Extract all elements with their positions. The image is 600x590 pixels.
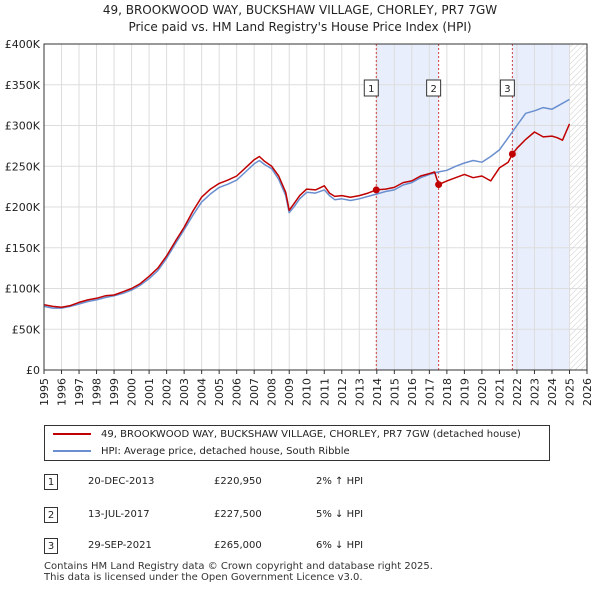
x-tick-label: 2014 [371,378,384,406]
x-tick-label: 2015 [388,378,401,406]
transaction-price: £227,500 [214,509,262,520]
x-tick-label: 2024 [546,378,559,406]
sale-point [508,150,516,158]
sale-marker-label: 3 [504,84,510,95]
x-tick-label: 1998 [91,378,104,406]
legend-item-property: 49, BROOKWOOD WAY, BUCKSHAW VILLAGE, CHO… [53,427,521,443]
x-tick-label: 2003 [178,378,191,406]
x-tick-label: 2023 [528,378,541,406]
y-tick-label: £150K [5,242,41,255]
transaction-number: 2 [44,507,58,523]
x-tick-label: 2016 [406,378,419,406]
x-tick-label: 2006 [231,378,244,406]
transaction-price: £265,000 [214,540,262,551]
chart-title: 49, BROOKWOOD WAY, BUCKSHAW VILLAGE, CHO… [103,3,497,17]
legend-label-property: 49, BROOKWOOD WAY, BUCKSHAW VILLAGE, CHO… [101,429,521,440]
y-tick-label: £300K [5,120,41,133]
transaction-date: 20-DEC-2013 [88,476,155,487]
y-tick-label: £400K [5,38,41,51]
legend-label-hpi: HPI: Average price, detached house, Sout… [101,446,350,457]
x-tick-label: 1996 [56,378,69,406]
sale-marker-box [363,79,379,97]
x-tick-label: 2001 [143,378,156,406]
transaction-number: 1 [44,474,58,490]
footer-line-2: This data is licensed under the Open Gov… [44,572,363,583]
price-chart: 49, BROOKWOOD WAY, BUCKSHAW VILLAGE, CHO… [5,3,594,406]
x-tick-label: 2007 [248,378,261,406]
transaction-hpi-diff: 5% ↓ HPI [316,509,364,520]
x-tick-label: 2011 [318,378,331,406]
x-tick-label: 2000 [126,378,139,406]
y-tick-label: £200K [5,201,41,214]
footer-note: Contains HM Land Registry data © Crown c… [44,561,433,583]
x-tick-label: 2020 [476,378,489,406]
x-tick-label: 2004 [196,378,209,406]
x-tick-label: 2018 [441,378,454,406]
transaction-date: 29-SEP-2021 [88,540,152,551]
x-tick-label: 2026 [581,378,594,406]
x-tick-label: 2010 [301,378,314,406]
x-tick-label: 2022 [511,378,524,406]
x-tick-label: 2017 [423,378,436,406]
transaction-hpi-diff: 2% ↑ HPI [316,476,364,487]
x-tick-label: 1999 [108,378,121,406]
legend-swatch-hpi [53,450,91,452]
transaction-hpi-diff: 6% ↓ HPI [316,540,364,551]
y-tick-label: £0 [26,364,40,377]
transaction-number: 3 [44,538,58,554]
x-tick-label: 2013 [353,378,366,406]
x-tick-label: 2005 [213,378,226,406]
y-tick-label: £350K [5,79,41,92]
y-tick-label: £50K [12,323,41,336]
property-series-line [43,123,571,308]
chart-legend: 49, BROOKWOOD WAY, BUCKSHAW VILLAGE, CHO… [44,425,550,461]
x-tick-label: 2008 [266,378,279,406]
transaction-date: 13-JUL-2017 [88,509,150,520]
sale-marker-label: 2 [430,84,436,95]
transaction-row: 3 29-SEP-2021 £265,000 6% ↓ HPI [44,538,600,554]
chart-subtitle: Price paid vs. HM Land Registry's House … [128,20,471,34]
x-tick-label: 2019 [458,378,471,406]
x-tick-label: 2025 [563,378,576,406]
transaction-row: 1 20-DEC-2013 £220,950 2% ↑ HPI [44,474,600,490]
x-tick-label: 1995 [38,378,51,406]
sale-point [435,181,443,189]
x-tick-label: 2002 [161,378,174,406]
sale-point [372,186,380,194]
x-tick-label: 2009 [283,378,296,406]
x-tick-label: 2012 [336,378,349,406]
sale-marker-box [426,79,442,97]
hpi-series-line [43,98,570,309]
sale-marker-label: 1 [368,84,374,95]
sale-marker-box [499,79,515,97]
footer-line-1: Contains HM Land Registry data © Crown c… [44,561,433,572]
legend-swatch-property [53,433,91,435]
legend-item-hpi: HPI: Average price, detached house, Sout… [53,444,350,460]
transaction-row: 2 13-JUL-2017 £227,500 5% ↓ HPI [44,507,600,523]
transaction-price: £220,950 [214,476,262,487]
plot-frame [43,43,588,371]
x-tick-label: 1997 [73,378,86,406]
y-tick-label: £250K [5,160,41,173]
x-tick-label: 2021 [493,378,506,406]
y-tick-label: £100K [5,283,41,296]
